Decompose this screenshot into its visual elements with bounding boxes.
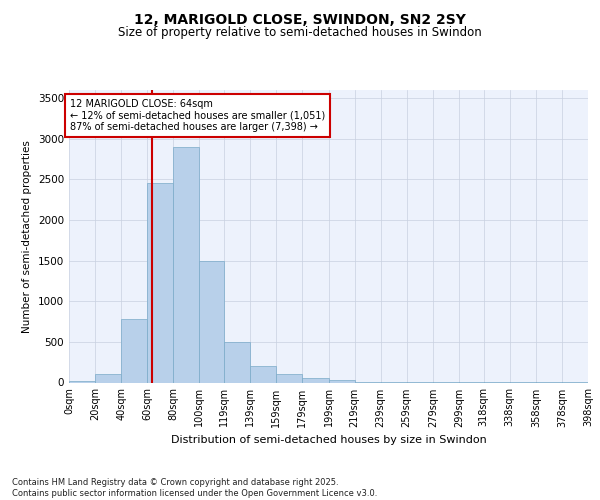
Bar	[173, 147, 199, 382]
Bar	[250, 366, 277, 382]
Text: 12 MARIGOLD CLOSE: 64sqm
← 12% of semi-detached houses are smaller (1,051)
87% o: 12 MARIGOLD CLOSE: 64sqm ← 12% of semi-d…	[70, 99, 326, 132]
Bar	[121, 319, 147, 382]
Bar	[329, 380, 355, 382]
X-axis label: Distribution of semi-detached houses by size in Swindon: Distribution of semi-detached houses by …	[170, 435, 487, 445]
Y-axis label: Number of semi-detached properties: Number of semi-detached properties	[22, 140, 32, 332]
Text: Contains HM Land Registry data © Crown copyright and database right 2025.
Contai: Contains HM Land Registry data © Crown c…	[12, 478, 377, 498]
Bar	[224, 342, 250, 382]
Bar	[147, 184, 173, 382]
Bar	[95, 374, 121, 382]
Text: Size of property relative to semi-detached houses in Swindon: Size of property relative to semi-detach…	[118, 26, 482, 39]
Bar	[302, 378, 329, 382]
Bar	[199, 260, 224, 382]
Text: 12, MARIGOLD CLOSE, SWINDON, SN2 2SY: 12, MARIGOLD CLOSE, SWINDON, SN2 2SY	[134, 12, 466, 26]
Bar	[69, 381, 95, 382]
Bar	[277, 374, 302, 382]
